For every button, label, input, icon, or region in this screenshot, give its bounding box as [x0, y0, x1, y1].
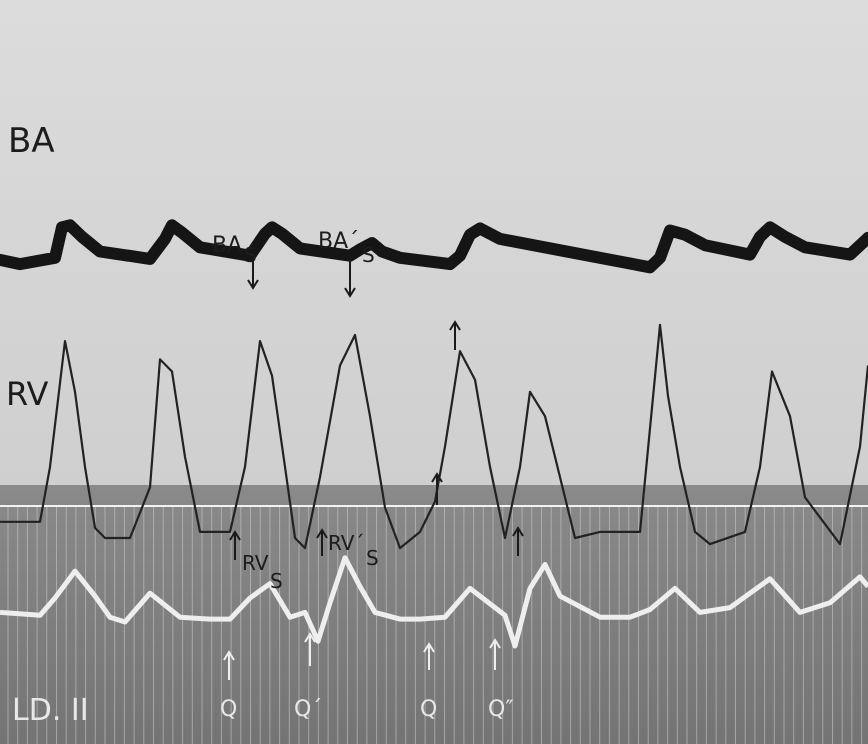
q-3-arrow: [423, 642, 435, 670]
annotation-rv-s-prime-sub: S: [366, 546, 379, 570]
annotation-arrows: [223, 258, 524, 680]
annotation-q-double-prime: Q″: [488, 697, 514, 722]
q-double-prime-arrow: [489, 638, 501, 670]
rv-late-arrow: [512, 526, 524, 556]
series-ba-trace: [0, 219, 868, 274]
annotation-rv-s-sub: S: [270, 569, 283, 593]
annotation-ba-s-main: BA: [212, 233, 242, 258]
rv-s-prime-arrow: [316, 528, 328, 556]
channel-label-rv: RV: [6, 375, 48, 413]
q-prime-arrow: [304, 632, 316, 666]
rv-s-arrow: [229, 530, 241, 560]
series-ld2-trace: [0, 555, 868, 649]
annotation-rv-s-main: RV: [242, 551, 269, 575]
upper-background: [0, 0, 868, 485]
lower-background: [0, 485, 868, 744]
annotation-ba-s-sub: S: [244, 243, 257, 267]
annotation-ba-s-prime-sub: S: [362, 243, 375, 267]
annotation-q-1: Q: [220, 697, 237, 722]
annotation-q-3: Q: [420, 697, 437, 722]
ba-upstroke-arrow: [449, 320, 461, 350]
annotation-q-prime: Q´: [294, 697, 322, 722]
time-marker-lines: [7, 506, 863, 744]
series-rv-trace: [0, 323, 868, 550]
annotation-rv-s-prime-main: RV´: [328, 531, 364, 555]
ba-s-arrow: [247, 258, 259, 290]
q-1-arrow: [223, 650, 235, 680]
ba-s-prime-arrow: [344, 258, 356, 298]
rv-upstroke-arrow: [431, 472, 443, 505]
annotation-ba-s-prime-main: BA´: [318, 229, 359, 254]
channel-label-ld2: LD. II: [12, 693, 89, 728]
channel-label-ba: BA: [8, 121, 55, 161]
